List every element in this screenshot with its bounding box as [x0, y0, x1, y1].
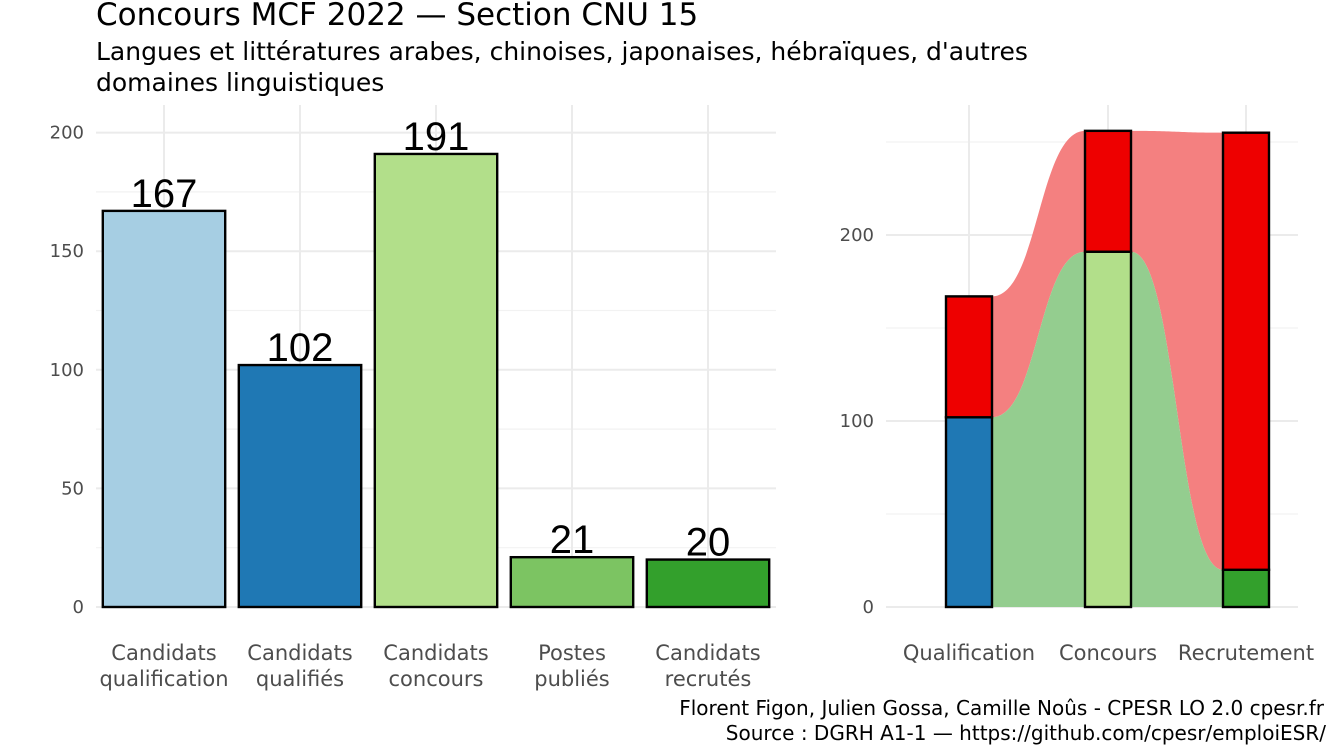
- stacked-bar-lower: [1083, 250, 1133, 609]
- stacked-bar-upper: [1083, 129, 1133, 253]
- bar-value-label: 20: [686, 521, 731, 565]
- bar-value-label: 167: [131, 172, 198, 216]
- x-tick-label: Qualification: [903, 641, 1035, 665]
- chart-subtitle-line-2: domaines linguistiques: [96, 68, 384, 97]
- flow-band-fail: [1131, 130, 1223, 570]
- chart-subtitle-line-1: Langues et littératures arabes, chinoise…: [96, 37, 1028, 66]
- y-tick-label: 50: [61, 478, 84, 499]
- bar: [373, 152, 499, 609]
- caption-source: Source : DGRH A1-1 — https://github.com/…: [726, 721, 1326, 745]
- y-tick-label: 150: [50, 241, 84, 262]
- x-tick-label: Candidats: [383, 641, 488, 665]
- bar-value-label: 102: [267, 326, 334, 370]
- bar: [509, 555, 635, 609]
- x-tick-label: Candidats: [655, 641, 760, 665]
- x-tick-label: Concours: [1059, 641, 1157, 665]
- flow-band-success: [1131, 251, 1223, 608]
- bar: [645, 558, 771, 609]
- y-tick-label: 100: [840, 411, 874, 432]
- x-tick-label: concours: [389, 667, 484, 691]
- x-tick-label: publiés: [534, 667, 610, 691]
- x-tick-label: qualifiés: [256, 667, 344, 691]
- y-tick-label: 200: [840, 225, 874, 246]
- bar-value-label: 21: [550, 518, 595, 562]
- y-tick-label: 100: [50, 360, 84, 381]
- flow-band-success: [992, 251, 1085, 607]
- flow-band-fail: [992, 130, 1085, 418]
- y-tick-label: 200: [50, 123, 84, 144]
- left-bar-panel: 050100150200167Candidatsqualification102…: [50, 105, 776, 691]
- stacked-bar-lower: [1221, 568, 1271, 609]
- stacked-bar-upper: [1221, 131, 1271, 572]
- caption-credits: Florent Figon, Julien Gossa, Camille Noû…: [679, 696, 1325, 720]
- y-tick-label: 0: [73, 597, 84, 618]
- right-alluvial-panel: 0 100 200 Qualification Concours Recrutement: [840, 105, 1314, 665]
- chart-title: Concours MCF 2022 — Section CNU 15: [96, 0, 698, 33]
- bar: [101, 209, 227, 609]
- y-tick-label: 0: [863, 597, 874, 618]
- x-tick-label: Postes: [538, 641, 606, 665]
- x-tick-label: recrutés: [665, 667, 752, 691]
- bar-value-label: 191: [403, 115, 470, 159]
- stacked-bar-lower: [944, 416, 994, 609]
- x-tick-label: Candidats: [111, 641, 216, 665]
- stacked-bar-upper: [944, 295, 994, 419]
- x-tick-label: Candidats: [247, 641, 352, 665]
- bar: [237, 363, 363, 609]
- x-tick-label: qualification: [99, 667, 228, 691]
- x-tick-label: Recrutement: [1178, 641, 1314, 665]
